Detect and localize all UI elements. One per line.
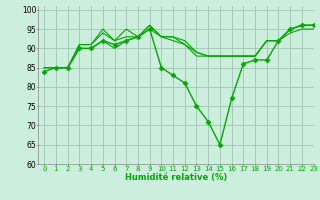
X-axis label: Humidité relative (%): Humidité relative (%) [125, 173, 227, 182]
